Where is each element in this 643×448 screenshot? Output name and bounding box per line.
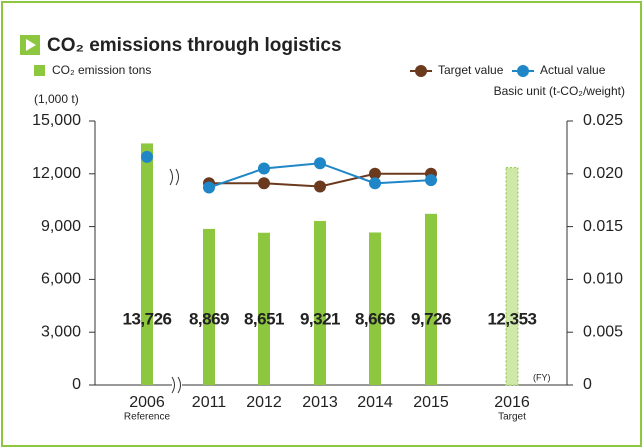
chart-title: CO₂ emissions through logistics bbox=[47, 35, 342, 56]
bar bbox=[141, 143, 153, 385]
bar-legend-swatch bbox=[34, 65, 45, 76]
axis-break bbox=[171, 376, 175, 394]
y-tick-label: 12,000 bbox=[32, 165, 81, 182]
series-point bbox=[314, 180, 326, 193]
x-tick-label: 2011 bbox=[192, 394, 227, 411]
x-tick-note: Reference bbox=[124, 412, 171, 423]
value-label: 8,666 bbox=[355, 309, 395, 328]
line-break bbox=[169, 168, 173, 186]
legend-label: Actual value bbox=[540, 63, 606, 77]
series-point bbox=[314, 157, 326, 170]
bar bbox=[203, 228, 215, 385]
series-point bbox=[258, 162, 270, 175]
bar bbox=[425, 213, 437, 385]
y-tick-label: 15,000 bbox=[32, 112, 81, 129]
value-label: 9,321 bbox=[300, 309, 340, 328]
y-tick-label: 6,000 bbox=[41, 271, 81, 288]
series-point bbox=[258, 177, 270, 190]
legend-marker bbox=[517, 65, 529, 77]
value-label: 12,353 bbox=[488, 309, 537, 328]
title-icon-arrow bbox=[26, 39, 36, 51]
x-tick-label: 2013 bbox=[302, 394, 338, 411]
x-tick-label: 2016 bbox=[494, 394, 530, 411]
y-tick-label: 0 bbox=[72, 376, 81, 393]
y2-tick-label: 0 bbox=[583, 376, 592, 393]
value-label: 9,726 bbox=[411, 309, 451, 328]
x-tick-label: 2012 bbox=[246, 394, 282, 411]
bar bbox=[505, 167, 519, 386]
value-label: 13,726 bbox=[123, 309, 172, 328]
x-tick-label: 2015 bbox=[413, 394, 449, 411]
bar bbox=[314, 220, 326, 385]
series-point bbox=[369, 177, 381, 190]
y2-tick-label: 0.015 bbox=[583, 218, 623, 235]
x-tick-label: 2014 bbox=[357, 394, 393, 411]
y2-tick-label: 0.010 bbox=[583, 271, 623, 288]
y-unit: (1,000 t) bbox=[34, 92, 79, 106]
line-break bbox=[175, 168, 179, 186]
y2-tick-label: 0.005 bbox=[583, 323, 623, 340]
series-point bbox=[203, 181, 215, 194]
series-point bbox=[425, 174, 437, 187]
axis-break bbox=[177, 376, 181, 394]
bar bbox=[369, 232, 381, 385]
y-tick-label: 9,000 bbox=[41, 218, 81, 235]
y-tick-label: 3,000 bbox=[41, 323, 81, 340]
x-tick-note: Target bbox=[498, 412, 526, 423]
series-point bbox=[369, 167, 381, 180]
series-point bbox=[141, 150, 153, 163]
legend-label: Target value bbox=[438, 63, 504, 77]
x-tick-label: 2006 bbox=[129, 394, 165, 411]
y2-label: Basic unit (t-CO₂/weight) bbox=[494, 84, 625, 98]
legend-marker bbox=[415, 65, 427, 77]
bar bbox=[258, 232, 270, 385]
value-label: 8,651 bbox=[244, 309, 284, 328]
y2-tick-label: 0.025 bbox=[583, 112, 623, 129]
y2-tick-label: 0.020 bbox=[583, 165, 623, 182]
value-label: 8,869 bbox=[189, 309, 229, 328]
x-unit: (FY) bbox=[533, 372, 551, 382]
bar-legend-label: CO₂ emission tons bbox=[52, 63, 151, 77]
